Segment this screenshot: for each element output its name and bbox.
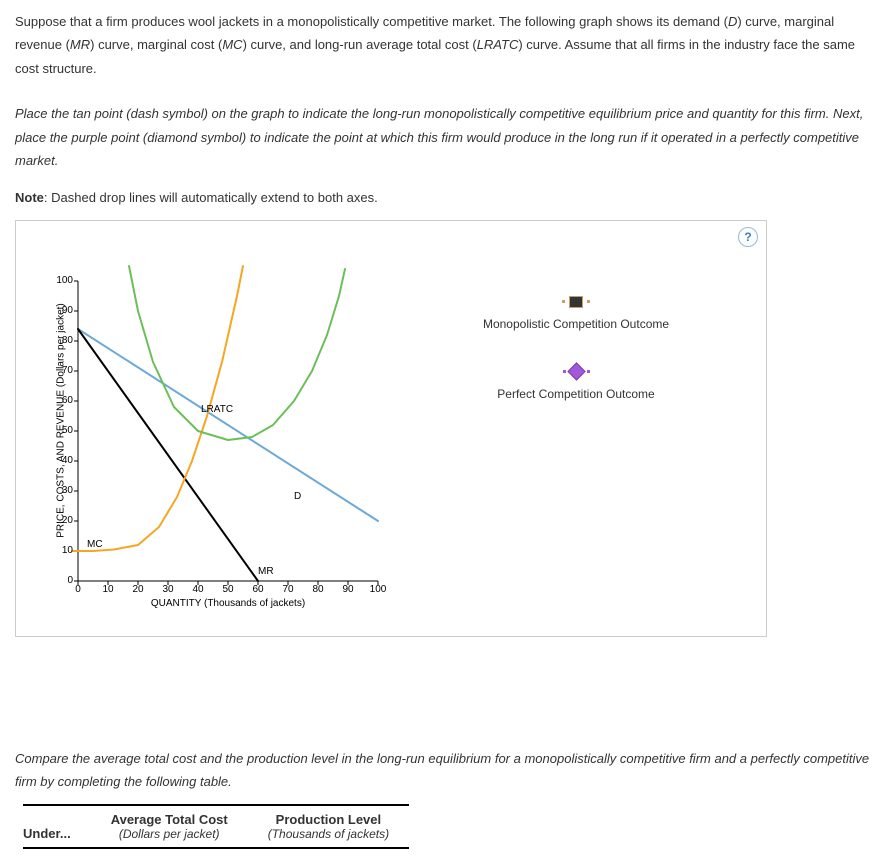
curve-label-lratc: LRATC (201, 404, 233, 415)
legend-perfect-label: Perfect Competition Outcome (476, 387, 676, 401)
intro-mr: MR (70, 37, 90, 52)
y-tick: 90 (51, 305, 73, 316)
x-tick: 40 (188, 584, 208, 595)
y-tick: 80 (51, 335, 73, 346)
y-tick: 50 (51, 425, 73, 436)
note-text: Note: Dashed drop lines will automatical… (15, 186, 874, 209)
y-tick: 70 (51, 365, 73, 376)
curve-label-d: D (294, 491, 301, 502)
table-row-label: Under... (23, 805, 91, 848)
chart-area[interactable]: PRICE, COSTS, AND REVENUE (Dollars per j… (46, 281, 426, 601)
x-tick: 100 (368, 584, 388, 595)
col2-sub: (Thousands of jackets) (268, 827, 389, 841)
x-tick: 90 (338, 584, 358, 595)
intro-p3: ) curve, marginal cost ( (90, 37, 222, 52)
col1-head: Average Total Cost (111, 812, 228, 827)
graph-container: ? PRICE, COSTS, AND REVENUE (Dollars per… (15, 220, 767, 637)
x-tick: 80 (308, 584, 328, 595)
x-tick: 10 (98, 584, 118, 595)
instruction-text: Place the tan point (dash symbol) on the… (15, 102, 874, 172)
x-tick: 20 (128, 584, 148, 595)
legend-area: Monopolistic Competition Outcome Perfect… (476, 293, 676, 433)
plot-area[interactable] (78, 281, 378, 581)
x-axis-label: QUANTITY (Thousands of jackets) (78, 598, 378, 609)
legend-mono-label: Monopolistic Competition Outcome (476, 317, 676, 331)
y-tick: 30 (51, 485, 73, 496)
legend-perfect[interactable]: Perfect Competition Outcome (476, 363, 676, 401)
x-tick: 30 (158, 584, 178, 595)
note-label: Note (15, 190, 44, 205)
intro-p1: Suppose that a firm produces wool jacket… (15, 14, 728, 29)
y-axis-label: PRICE, COSTS, AND REVENUE (Dollars per j… (56, 290, 67, 550)
intro-lratc: LRATC (477, 37, 519, 52)
curve-label-mc: MC (87, 539, 103, 550)
note-body: : Dashed drop lines will automatically e… (44, 190, 378, 205)
curve-label-mr: MR (258, 566, 274, 577)
legend-monopolistic[interactable]: Monopolistic Competition Outcome (476, 293, 676, 331)
x-tick: 50 (218, 584, 238, 595)
y-tick: 10 (51, 545, 73, 556)
compare-table: Under... Average Total Cost (Dollars per… (23, 804, 409, 849)
y-tick: 100 (51, 275, 73, 286)
intro-d: D (728, 14, 737, 29)
chart-svg[interactable] (78, 281, 378, 581)
diamond-symbol-icon (476, 363, 676, 381)
intro-p4: ) curve, and long-run average total cost… (243, 37, 477, 52)
y-tick: 60 (51, 395, 73, 406)
x-tick: 0 (68, 584, 88, 595)
x-tick: 70 (278, 584, 298, 595)
question-intro: Suppose that a firm produces wool jacket… (15, 10, 874, 80)
y-tick: 20 (51, 515, 73, 526)
col1-sub: (Dollars per jacket) (111, 827, 228, 841)
dash-symbol-icon (476, 293, 676, 311)
y-tick: 40 (51, 455, 73, 466)
col2-head: Production Level (276, 812, 381, 827)
intro-mc: MC (222, 37, 242, 52)
x-tick: 60 (248, 584, 268, 595)
help-icon[interactable]: ? (738, 227, 758, 247)
compare-text: Compare the average total cost and the p… (15, 747, 874, 794)
